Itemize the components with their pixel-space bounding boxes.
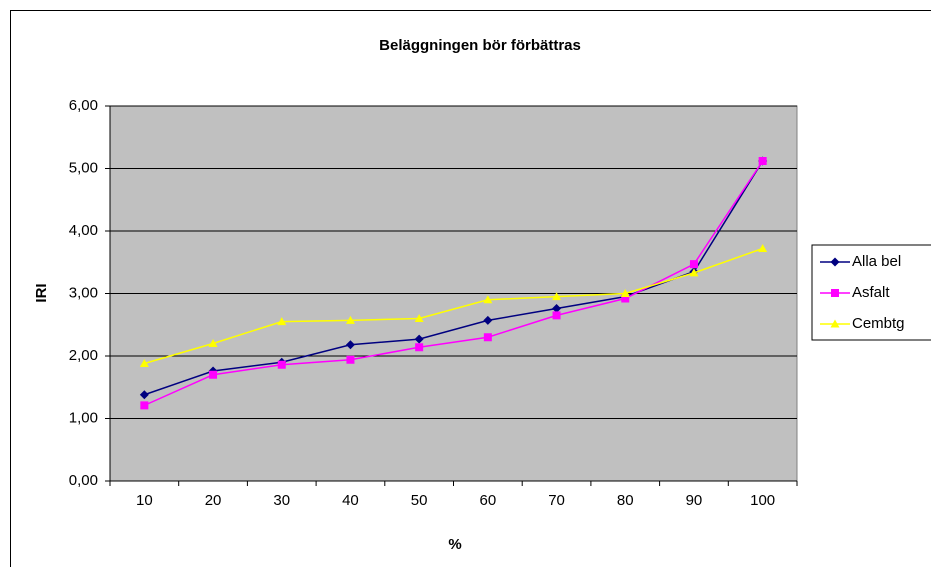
y-tick-label: 3,00 (69, 284, 98, 301)
marker (139, 359, 149, 367)
marker (277, 317, 287, 326)
legend-marker (830, 257, 840, 267)
legend-label: Cembtg (852, 315, 905, 332)
series-line (144, 160, 764, 407)
y-tick-label: 5,00 (69, 159, 98, 176)
marker (552, 311, 561, 320)
marker (621, 294, 630, 303)
y-axis-label: IRI (33, 283, 50, 302)
x-tick-label: 80 (617, 492, 634, 509)
x-tick-label: 40 (342, 492, 359, 509)
x-tick-label: 90 (686, 492, 703, 509)
y-tick-label: 2,00 (69, 347, 98, 364)
x-tick-label: 20 (205, 492, 222, 509)
y-tick-label: 4,00 (69, 222, 98, 239)
y-tick-label: 0,00 (69, 472, 98, 489)
x-tick-label: 70 (548, 492, 565, 509)
marker (139, 390, 149, 400)
marker (345, 315, 355, 324)
x-tick-label: 60 (480, 492, 497, 509)
marker (414, 334, 424, 344)
marker (140, 401, 149, 410)
legend-label: Asfalt (852, 284, 890, 301)
x-tick-label: 30 (273, 492, 290, 509)
x-tick-label: 10 (136, 492, 153, 509)
marker (689, 260, 698, 269)
marker (483, 315, 493, 325)
legend-marker (830, 319, 840, 328)
marker (689, 268, 699, 277)
marker (346, 355, 355, 364)
marker (758, 244, 768, 252)
marker (208, 339, 218, 347)
marker (758, 157, 767, 165)
marker (414, 314, 424, 322)
marker (483, 295, 493, 304)
x-tick-label: 50 (411, 492, 428, 509)
marker (345, 340, 355, 350)
marker (483, 333, 492, 342)
series-line (144, 247, 763, 365)
y-tick-label: 1,00 (69, 409, 98, 426)
marker (415, 343, 424, 352)
marker (209, 370, 218, 379)
x-axis-label: % (448, 536, 461, 553)
legend-marker (831, 289, 839, 297)
y-tick-label: 6,00 (69, 97, 98, 114)
x-tick-label: 100 (750, 492, 775, 509)
series-line (144, 160, 764, 396)
marker (620, 289, 630, 297)
marker (552, 292, 562, 301)
chart-title: Beläggningen bör förbättras (379, 37, 581, 54)
marker (552, 304, 562, 313)
legend-label: Alla bel (852, 253, 901, 270)
marker (277, 360, 286, 369)
